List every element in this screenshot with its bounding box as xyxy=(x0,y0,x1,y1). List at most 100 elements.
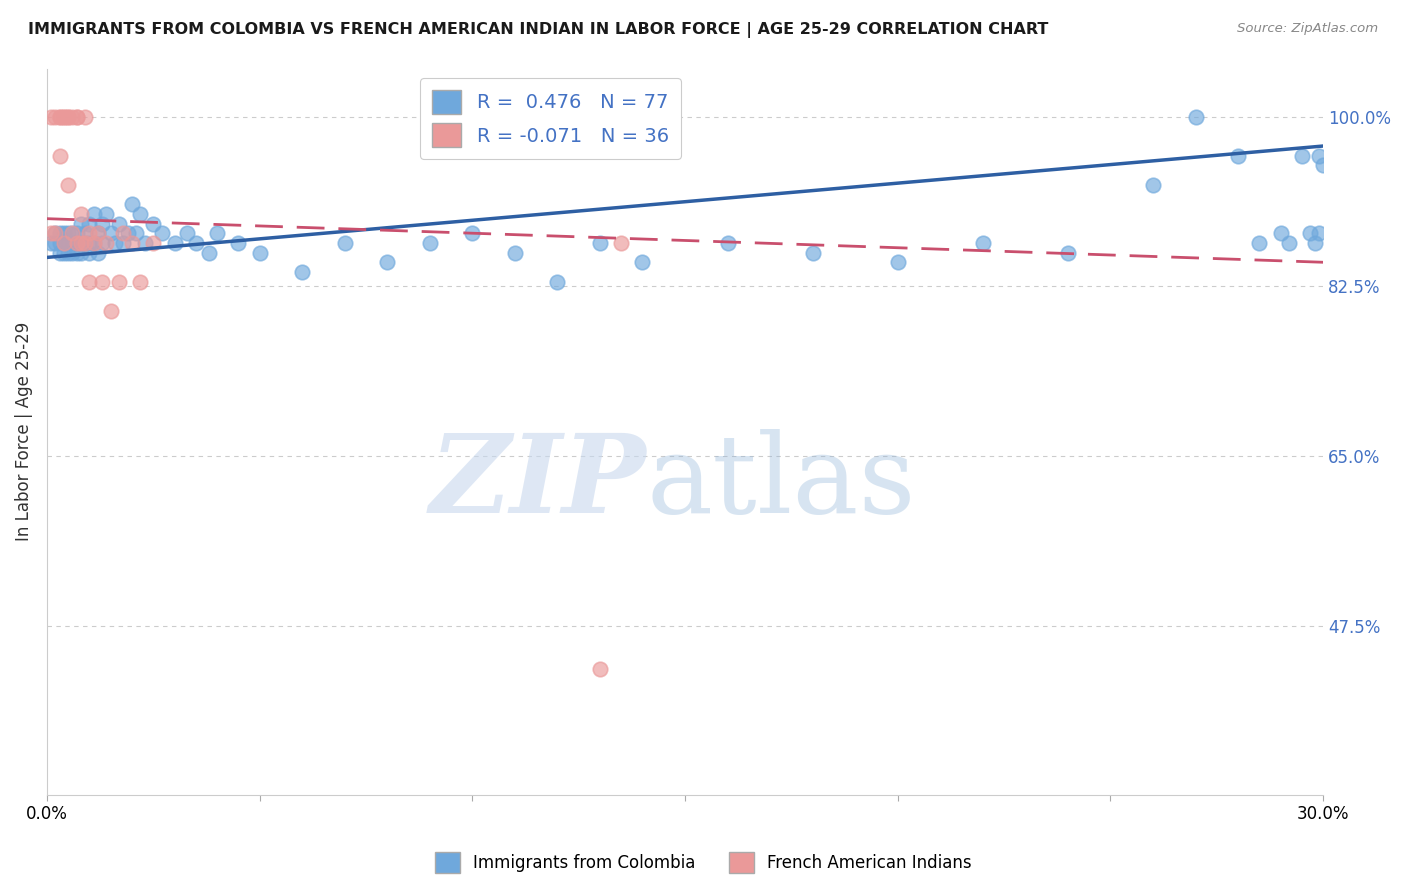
Point xyxy=(197,245,219,260)
Point xyxy=(121,197,143,211)
Point xyxy=(589,235,612,250)
Point xyxy=(886,255,908,269)
Legend: Immigrants from Colombia, French American Indians: Immigrants from Colombia, French America… xyxy=(427,846,979,880)
Point xyxy=(972,235,994,250)
Point xyxy=(48,235,70,250)
Point xyxy=(150,226,173,240)
Point xyxy=(100,226,122,240)
Point xyxy=(91,217,114,231)
Y-axis label: In Labor Force | Age 25-29: In Labor Force | Age 25-29 xyxy=(15,322,32,541)
Point xyxy=(142,235,165,250)
Point xyxy=(1184,110,1206,124)
Point xyxy=(117,226,139,240)
Point xyxy=(87,226,110,240)
Point xyxy=(163,235,186,250)
Point xyxy=(121,235,143,250)
Point xyxy=(79,275,101,289)
Point xyxy=(503,245,526,260)
Point xyxy=(228,235,250,250)
Point xyxy=(1057,245,1080,260)
Point xyxy=(75,110,97,124)
Point xyxy=(52,110,75,124)
Point xyxy=(419,235,441,250)
Point xyxy=(142,217,165,231)
Point xyxy=(1142,178,1164,192)
Point xyxy=(108,217,131,231)
Point xyxy=(44,110,66,124)
Point xyxy=(44,235,66,250)
Point xyxy=(1299,226,1322,240)
Point xyxy=(48,110,70,124)
Point xyxy=(44,226,66,240)
Point xyxy=(87,226,110,240)
Point xyxy=(96,235,118,250)
Point xyxy=(291,265,314,279)
Point xyxy=(66,110,89,124)
Point xyxy=(79,217,101,231)
Point xyxy=(52,235,75,250)
Point xyxy=(79,235,101,250)
Point xyxy=(1270,226,1292,240)
Point xyxy=(112,235,135,250)
Point xyxy=(129,275,152,289)
Point xyxy=(87,245,110,260)
Point xyxy=(91,235,114,250)
Text: Source: ZipAtlas.com: Source: ZipAtlas.com xyxy=(1237,22,1378,36)
Point xyxy=(56,110,79,124)
Point xyxy=(56,178,79,192)
Point xyxy=(375,255,398,269)
Point xyxy=(104,235,127,250)
Point xyxy=(70,235,93,250)
Point xyxy=(1303,235,1326,250)
Point xyxy=(716,235,738,250)
Point xyxy=(589,662,612,676)
Point xyxy=(1227,149,1250,163)
Point xyxy=(56,226,79,240)
Point xyxy=(66,235,89,250)
Point xyxy=(62,245,84,260)
Point xyxy=(66,226,89,240)
Text: ZIP: ZIP xyxy=(430,429,647,536)
Point xyxy=(79,245,101,260)
Point xyxy=(56,245,79,260)
Point xyxy=(62,226,84,240)
Point xyxy=(461,226,484,240)
Point xyxy=(48,149,70,163)
Point xyxy=(39,110,62,124)
Point xyxy=(75,235,97,250)
Point xyxy=(56,110,79,124)
Point xyxy=(1312,158,1334,172)
Point xyxy=(70,245,93,260)
Text: atlas: atlas xyxy=(647,429,917,536)
Point xyxy=(62,226,84,240)
Point xyxy=(52,226,75,240)
Point xyxy=(48,110,70,124)
Point xyxy=(52,235,75,250)
Point xyxy=(1278,235,1301,250)
Text: IMMIGRANTS FROM COLOMBIA VS FRENCH AMERICAN INDIAN IN LABOR FORCE | AGE 25-29 CO: IMMIGRANTS FROM COLOMBIA VS FRENCH AMERI… xyxy=(28,22,1049,38)
Point xyxy=(79,226,101,240)
Point xyxy=(75,235,97,250)
Point xyxy=(70,235,93,250)
Point xyxy=(184,235,207,250)
Point xyxy=(48,226,70,240)
Point xyxy=(66,235,89,250)
Point xyxy=(66,110,89,124)
Point xyxy=(62,110,84,124)
Point xyxy=(100,303,122,318)
Point xyxy=(333,235,356,250)
Point xyxy=(1249,235,1271,250)
Point xyxy=(48,245,70,260)
Point xyxy=(52,245,75,260)
Point xyxy=(96,207,118,221)
Point xyxy=(66,245,89,260)
Point xyxy=(112,226,135,240)
Point xyxy=(62,235,84,250)
Point xyxy=(39,226,62,240)
Point xyxy=(134,235,156,250)
Point xyxy=(70,207,93,221)
Point xyxy=(610,235,633,250)
Point xyxy=(108,275,131,289)
Point xyxy=(1291,149,1313,163)
Point xyxy=(83,207,105,221)
